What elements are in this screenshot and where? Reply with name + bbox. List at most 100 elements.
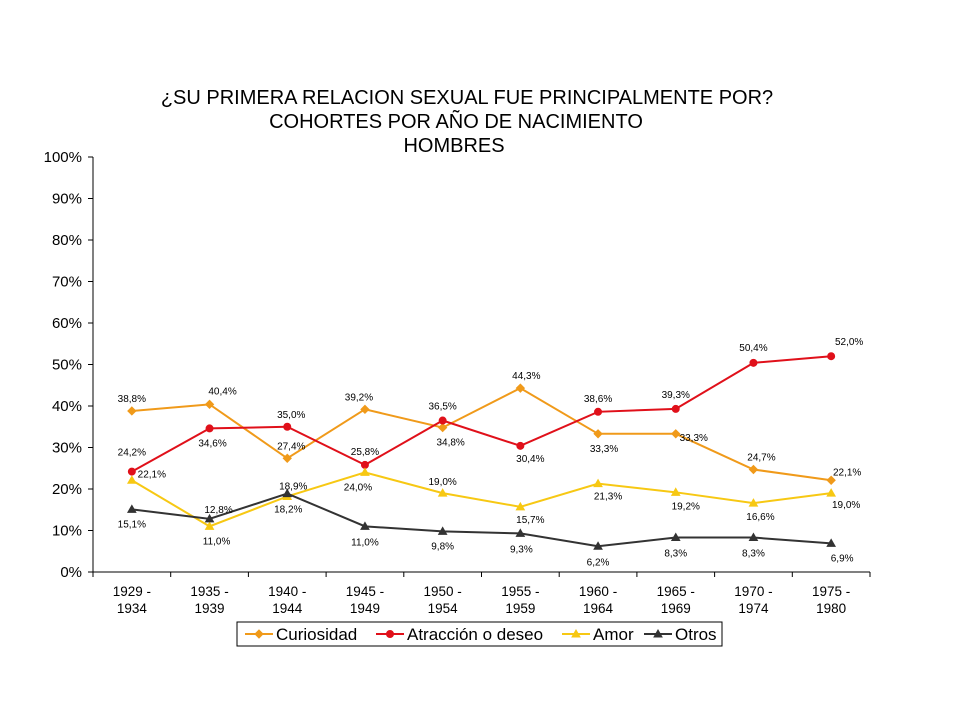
chart-title-line-3: HOMBRES — [403, 135, 504, 157]
data-label-otros: 8,3% — [742, 549, 765, 560]
data-label-curiosidad: 22,1% — [833, 467, 861, 478]
data-point-amor — [593, 478, 603, 488]
data-label-otros: 15,1% — [118, 519, 146, 530]
series-lines — [131, 355, 832, 548]
data-label-curiosidad: 27,4% — [277, 441, 305, 452]
data-point-atraccion-o-deseo — [827, 352, 836, 361]
data-point-atraccion-o-deseo — [127, 467, 136, 476]
chart-title-line-1: ¿SU PRIMERA RELACION SEXUAL FUE PRINCIPA… — [161, 87, 773, 109]
data-point-curiosidad — [748, 464, 759, 475]
x-tick-label-line: 1955 - — [501, 584, 539, 599]
x-tick-label: 1945 - 1949 — [346, 584, 384, 616]
x-tick-label: 1935 - 1939 — [190, 584, 228, 616]
data-point-atraccion-o-deseo — [594, 407, 603, 416]
y-tick-label: 30% — [52, 440, 82, 457]
x-tick-label-line: 1950 - — [424, 584, 462, 599]
data-point-curiosidad — [671, 429, 681, 439]
y-tick-label: 10% — [52, 523, 82, 540]
legend: Curiosidad Atracción o deseo Amor Otros — [236, 621, 723, 647]
data-point-atraccion-o-deseo — [205, 424, 214, 433]
x-tick-label-line: 1965 - — [657, 584, 695, 599]
x-tick-label-line: 1970 - — [734, 584, 772, 599]
data-point-amor — [126, 475, 137, 484]
x-tick-label: 1965 - 1969 — [657, 584, 695, 616]
x-tick-label-line: 1974 — [738, 601, 769, 616]
data-point-curiosidad — [360, 404, 370, 415]
data-point-atraccion-o-deseo — [283, 422, 292, 431]
y-tick-label: 90% — [52, 191, 82, 208]
data-label-curiosidad: 33,3% — [590, 444, 618, 455]
data-label-curiosidad: 34,8% — [436, 438, 464, 449]
data-point-otros — [670, 532, 681, 542]
x-tick-label-line: 1934 — [117, 601, 148, 616]
data-label-amor: 16,6% — [746, 512, 774, 523]
data-point-atraccion-o-deseo — [671, 404, 680, 413]
x-tick-labels: 1929 - 1934 1935 - 1939 1940 - 1944 1945 - 1949… — [113, 584, 851, 616]
x-tick-label-line: 1980 — [816, 601, 846, 616]
data-label-amor: 24,0% — [344, 482, 372, 493]
y-tick-labels: 0% 10% 20% 30% 40% 50% 60% 70% 80% 90% 100% — [44, 149, 82, 581]
data-label-otros: 9,8% — [431, 541, 454, 552]
series-line-otros — [131, 492, 832, 548]
data-label-curiosidad: 40,4% — [208, 386, 236, 397]
series-markers — [126, 352, 837, 550]
x-tick-label-line: 1929 - — [113, 584, 151, 599]
x-tick-label-line: 1935 - — [190, 584, 228, 599]
data-point-amor — [204, 521, 215, 530]
x-tick-label-line: 1964 — [583, 601, 614, 616]
legend-label-curiosidad: Curiosidad — [276, 625, 357, 644]
data-point-curiosidad — [204, 399, 215, 410]
data-label-atraccion-o-deseo: 25,8% — [351, 447, 379, 458]
chart-title: ¿SU PRIMERA RELACION SEXUAL FUE PRINCIPA… — [161, 87, 773, 157]
x-tick-label-line: 1939 — [195, 601, 225, 616]
x-tick-label-line: 1944 — [272, 601, 303, 616]
y-tick-label: 100% — [44, 149, 82, 166]
data-label-amor: 15,7% — [516, 515, 544, 526]
legend-label-otros: Otros — [675, 625, 717, 644]
data-point-otros — [360, 521, 370, 530]
data-label-atraccion-o-deseo: 36,5% — [428, 402, 456, 413]
legend-marker-atraccion-o-deseo — [386, 630, 394, 638]
x-tick-label: 1975 - 1980 — [812, 584, 850, 616]
data-point-otros — [282, 488, 293, 498]
y-tick-label: 50% — [52, 357, 82, 374]
data-point-atraccion-o-deseo — [438, 416, 447, 425]
data-label-amor: 22,1% — [138, 469, 166, 480]
y-tick-label: 70% — [52, 274, 82, 291]
data-point-otros — [515, 528, 526, 537]
y-tick-label: 40% — [52, 398, 82, 415]
data-label-otros: 12,8% — [204, 505, 232, 516]
x-tick-label: 1955 - 1959 — [501, 584, 539, 616]
x-tick-label-line: 1945 - — [346, 584, 384, 599]
data-point-otros — [204, 513, 215, 523]
data-point-atraccion-o-deseo — [516, 441, 525, 450]
data-label-curiosidad: 44,3% — [512, 371, 540, 382]
data-point-amor — [360, 467, 370, 476]
data-label-atraccion-o-deseo: 39,3% — [662, 390, 690, 401]
data-label-amor: 11,0% — [203, 536, 231, 547]
data-point-amor — [826, 488, 837, 497]
y-tick-label: 0% — [60, 564, 82, 581]
x-tick-label: 1940 - 1944 — [268, 584, 306, 616]
data-point-amor — [670, 487, 681, 496]
data-point-curiosidad — [127, 406, 137, 416]
data-label-curiosidad: 39,2% — [345, 392, 373, 403]
data-label-amor: 19,0% — [428, 477, 456, 488]
data-point-otros — [437, 526, 448, 535]
data-label-otros: 6,9% — [831, 553, 854, 564]
data-label-curiosidad: 33,3% — [680, 433, 708, 444]
data-point-otros — [826, 538, 837, 547]
data-point-atraccion-o-deseo — [360, 460, 369, 469]
data-label-atraccion-o-deseo: 52,0% — [835, 337, 863, 348]
x-tick-label-line: 1975 - — [812, 584, 850, 599]
data-point-curiosidad — [515, 383, 526, 393]
x-tick-label-line: 1969 — [661, 601, 691, 616]
legend-marker-otros — [653, 628, 663, 638]
x-tick-label: 1929 - 1934 — [113, 584, 151, 616]
data-label-otros: 11,0% — [351, 537, 379, 548]
data-label-otros: 8,3% — [664, 549, 687, 560]
data-point-amor — [515, 501, 526, 511]
data-point-amor — [748, 498, 759, 507]
x-tick-label-line: 1940 - — [268, 584, 306, 599]
